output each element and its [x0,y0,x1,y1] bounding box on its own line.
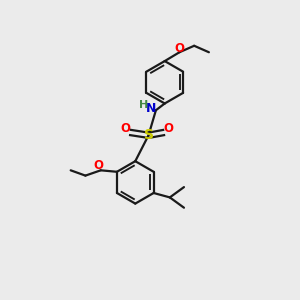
Text: H: H [139,100,148,110]
Text: O: O [93,159,103,172]
Text: O: O [174,42,184,55]
Text: O: O [121,122,131,135]
Text: O: O [163,122,173,135]
Text: S: S [143,128,154,142]
Text: N: N [146,102,157,115]
